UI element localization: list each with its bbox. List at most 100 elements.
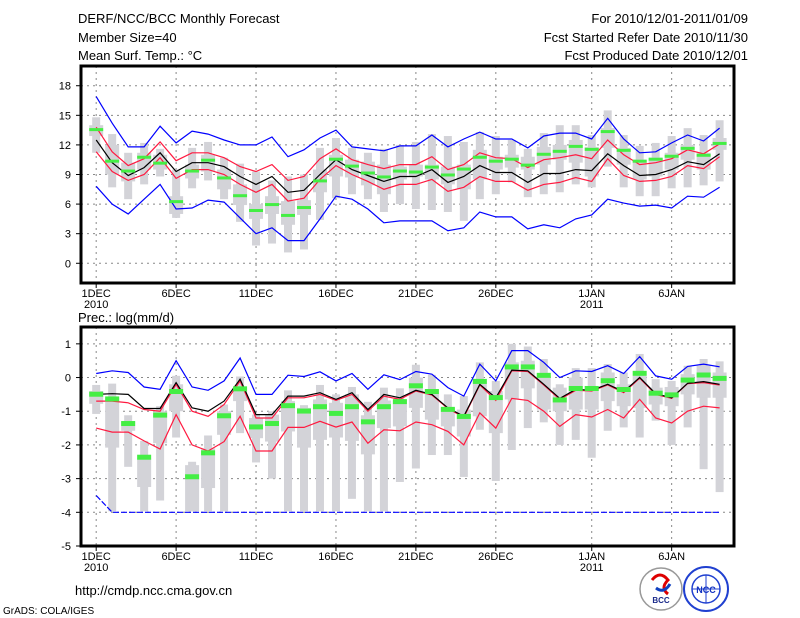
range-whisker [411, 364, 420, 469]
range-box [344, 394, 359, 441]
observed-marker [712, 141, 727, 145]
start-date: Fcst Started Refer Date 2010/11/30 [544, 30, 748, 45]
range-box [281, 201, 296, 225]
observed-marker [440, 173, 455, 177]
observed-marker [169, 389, 184, 395]
y-tick-label: -5 [61, 541, 71, 553]
upper-spread-line [96, 370, 720, 419]
observed-marker [520, 163, 535, 167]
observed-marker [536, 372, 551, 378]
range-box [328, 402, 343, 438]
x-tick-label: 6JAN [658, 288, 685, 300]
range-box [281, 401, 296, 432]
observed-marker [121, 169, 136, 173]
ensemble-mean-line [96, 369, 720, 418]
max-line [96, 350, 720, 397]
observed-marker [616, 148, 631, 152]
observed-marker [296, 206, 311, 210]
x-tick-label: 6DEC [161, 288, 190, 300]
range-whisker [683, 365, 692, 428]
range-whisker [331, 394, 340, 512]
forecast-period: For 2010/12/01-2011/01/09 [591, 11, 748, 26]
range-box [137, 458, 152, 488]
chart-title: DERF/NCC/BCC Monthly Forecast [78, 11, 280, 26]
x-tick-label: 11DEC [239, 288, 274, 300]
range-box [201, 448, 216, 489]
observed-marker [472, 155, 487, 159]
range-box [536, 375, 551, 410]
x-year-label: 2011 [580, 562, 604, 574]
range-box [153, 411, 168, 444]
y-tick-label: 1 [65, 339, 71, 351]
observed-marker [296, 408, 311, 414]
observed-marker [185, 474, 200, 480]
y-tick-label: -1 [61, 406, 71, 418]
range-whisker [699, 359, 708, 470]
range-box [568, 377, 583, 410]
observed-marker [360, 419, 375, 425]
y-tick-label: 15 [59, 110, 71, 122]
observed-marker [712, 375, 727, 381]
x-tick-label: 26DEC [478, 288, 514, 300]
lower-spread-line [96, 397, 720, 452]
observed-marker [281, 213, 296, 217]
observed-marker [328, 410, 343, 416]
range-box [360, 415, 375, 455]
x-year-label: 2010 [84, 299, 108, 311]
range-whisker [555, 384, 564, 445]
variable-label: Mean Surf. Temp.: °C [78, 48, 202, 63]
observed-marker [281, 403, 296, 409]
observed-marker [105, 159, 120, 163]
y-tick-label: 6 [65, 199, 71, 211]
observed-marker [568, 144, 583, 148]
y-tick-label: 9 [65, 170, 71, 182]
range-box [376, 164, 391, 195]
observed-marker [520, 364, 535, 370]
x-tick-label: 21DEC [398, 288, 434, 300]
observed-marker [265, 421, 280, 427]
plot-frame [79, 64, 736, 285]
range-box [105, 397, 120, 448]
observed-marker [201, 450, 216, 456]
observed-marker [648, 157, 663, 161]
plot-frame [79, 325, 736, 548]
range-box [584, 385, 599, 410]
range-whisker [299, 405, 308, 512]
range-whisker [379, 387, 388, 512]
observed-marker [440, 406, 455, 412]
observed-marker [552, 397, 567, 403]
range-whisker [587, 368, 596, 458]
observed-marker [233, 386, 248, 392]
range-box [440, 407, 455, 427]
member-size: Member Size=40 [78, 30, 177, 45]
observed-marker [408, 170, 423, 174]
x-tick-label: 26DEC [478, 551, 514, 563]
x-tick-label: 1JAN [578, 551, 605, 563]
source-url[interactable]: http://cmdp.ncc.cma.gov.cn [75, 583, 232, 598]
range-whisker [715, 361, 724, 493]
bcc-logo-text: BCC [652, 596, 670, 605]
observed-marker [552, 149, 567, 153]
range-box [169, 196, 184, 214]
x-tick-label: 16DEC [318, 288, 354, 300]
y-tick-label: 18 [59, 81, 71, 93]
observed-marker [217, 176, 232, 180]
observed-marker [536, 152, 551, 156]
observed-marker [89, 128, 104, 132]
range-whisker [156, 406, 165, 501]
range-whisker [252, 414, 261, 463]
x-tick-label: 6JAN [658, 551, 685, 563]
x-tick-label: 1JAN [578, 288, 605, 300]
range-whisker [284, 390, 293, 512]
min-line [95, 183, 720, 242]
ncc-logo: NCC [683, 566, 729, 612]
observed-marker [504, 364, 519, 370]
y-tick-label: 0 [65, 373, 71, 385]
observed-marker [504, 157, 519, 161]
upper-spread-line [95, 126, 720, 182]
observed-marker [616, 386, 631, 392]
grads-credit: GrADS: COLA/IGES [3, 606, 94, 617]
